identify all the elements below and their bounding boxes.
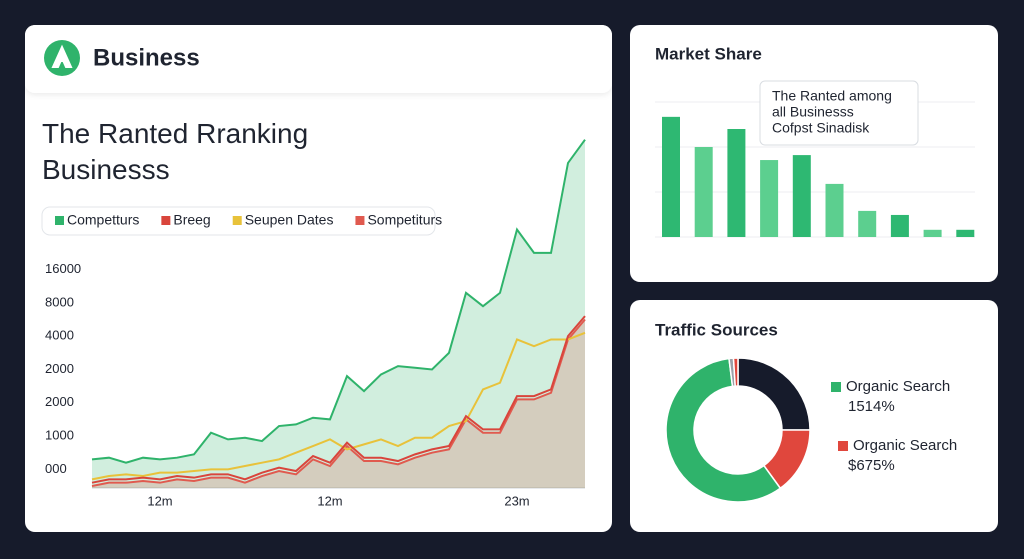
main-card <box>25 25 612 532</box>
donut-slice <box>732 357 739 387</box>
chart-title: The Ranted Rranking Businesss <box>42 118 309 185</box>
y-tick-label: 000 <box>45 461 67 476</box>
legend-value: $675% <box>848 457 895 474</box>
legend-swatch <box>55 216 64 225</box>
legend-label: Competturs <box>67 212 139 228</box>
header-bar <box>25 25 612 93</box>
bar <box>662 116 680 237</box>
y-tick-label: 16000 <box>45 261 81 276</box>
bar <box>956 229 975 237</box>
bar <box>760 160 779 237</box>
y-tick-label: 2000 <box>45 394 74 409</box>
tooltip <box>759 80 919 146</box>
area <box>92 319 585 488</box>
tooltip-text: all Businesss <box>772 104 854 120</box>
donut-slice <box>665 357 782 503</box>
legend-label: Organic Search <box>846 378 950 395</box>
legend-label: Seupen Dates <box>245 212 334 228</box>
bar <box>727 129 746 237</box>
legend-swatch <box>161 216 171 225</box>
x-tick-label: 12m <box>147 493 172 508</box>
market-card <box>630 25 998 282</box>
bar <box>792 155 811 237</box>
line <box>91 331 586 481</box>
legend-label: Organic Search <box>853 437 957 454</box>
bar <box>858 210 877 237</box>
legend-label: Breeg <box>173 212 210 228</box>
header-title: Business <box>93 44 200 71</box>
tooltip-text: Cofpst Sinadisk <box>772 120 870 136</box>
logo-glyph <box>51 44 73 68</box>
chart-title: Market Share <box>655 44 762 63</box>
y-tick-label: 2000 <box>45 361 74 376</box>
y-tick-label: 1000 <box>45 427 74 442</box>
legend-swatch <box>831 382 841 392</box>
line <box>91 318 586 487</box>
legend-swatch <box>355 216 365 225</box>
tooltip-text: The Ranted among <box>772 88 892 104</box>
y-tick-label: 8000 <box>45 294 74 309</box>
y-tick-label: 4000 <box>45 328 74 343</box>
bar <box>694 147 713 237</box>
area <box>92 139 585 489</box>
x-tick-label: 12m <box>317 493 342 508</box>
legend-swatch <box>232 216 242 225</box>
line <box>91 315 586 484</box>
bar <box>825 183 844 237</box>
line <box>91 139 586 464</box>
chart-title: Traffic Sources <box>655 320 778 339</box>
legend-label: Sompetiturs <box>367 212 442 228</box>
x-tick-label: 23m <box>504 493 529 508</box>
legend-swatch <box>838 441 848 451</box>
bar <box>923 229 942 237</box>
legend-value: 1514% <box>848 398 895 415</box>
bar <box>890 214 909 237</box>
